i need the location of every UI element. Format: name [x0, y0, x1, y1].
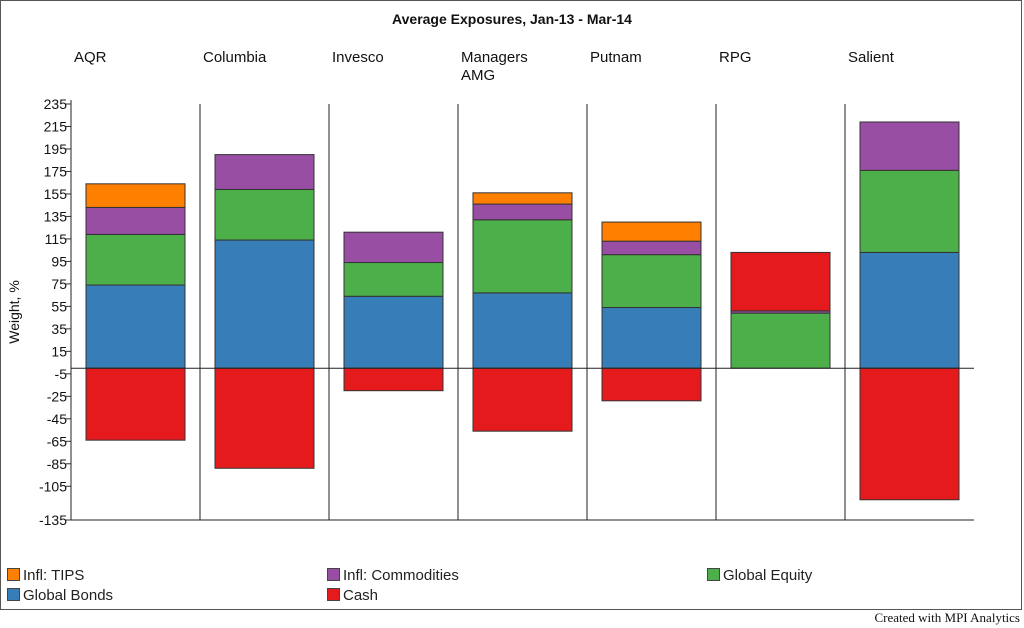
y-tick-label: -135 — [39, 512, 67, 528]
category-label: AMG — [461, 67, 495, 84]
bar-segment-global-equity — [601, 254, 702, 309]
bar-segment-global-equity — [85, 233, 186, 286]
bar-segment-global-bonds — [859, 251, 960, 369]
category-label: Columbia — [203, 49, 267, 66]
y-tick-label: 175 — [44, 163, 68, 179]
bar-segment-global-equity — [472, 219, 573, 294]
legend-label: Cash — [343, 587, 379, 604]
y-tick-label: 15 — [51, 343, 67, 359]
y-tick-label: 155 — [44, 186, 68, 202]
bar-segment-global-bonds — [472, 292, 573, 369]
y-tick-label: 55 — [51, 298, 67, 314]
legend-swatch — [327, 568, 340, 581]
bar-segment-global-equity — [214, 188, 315, 241]
y-tick-label: 35 — [51, 321, 67, 337]
bar-segment-cash — [601, 367, 702, 402]
category-label: Salient — [848, 49, 895, 66]
y-tick-label: 215 — [44, 118, 68, 134]
y-tick-label: 95 — [51, 253, 67, 269]
bar-segment-global-equity — [730, 312, 831, 369]
bar-segment-infl-tips — [85, 183, 186, 208]
bar-segment-global-equity — [859, 169, 960, 253]
bar-segment-global-bonds — [85, 284, 186, 369]
bar-segment-infl-tips — [472, 192, 573, 205]
legend-label: Global Bonds — [23, 587, 114, 604]
bar-segment-cash — [730, 251, 831, 312]
bar-segment-infl-commodities — [472, 203, 573, 221]
legend-label: Infl: Commodities — [343, 567, 459, 584]
legend-item-global-bonds: Global Bonds — [7, 587, 113, 605]
category-label: Managers — [461, 49, 528, 66]
bar-segment-global-bonds — [601, 307, 702, 369]
y-tick-label: 75 — [51, 276, 67, 292]
legend-item-infl-tips: Infl: TIPS — [7, 567, 84, 585]
y-tick-label: -105 — [39, 478, 67, 494]
category-label: AQR — [74, 49, 107, 66]
legend-label: Global Equity — [723, 567, 813, 584]
bar-segment-infl-tips — [601, 221, 702, 242]
y-axis-label: Weight, % — [6, 280, 22, 344]
legend-swatch — [7, 568, 20, 581]
bar-segment-cash — [859, 367, 960, 501]
category-label: Invesco — [332, 49, 384, 66]
legend-swatch — [327, 588, 340, 601]
bar-segment-global-equity — [343, 262, 444, 297]
y-tick-label: 195 — [44, 141, 68, 157]
y-tick-label: -65 — [47, 433, 67, 449]
bar-segment-cash — [472, 367, 573, 432]
y-tick-label: -5 — [55, 366, 68, 382]
legend-label: Infl: TIPS — [23, 567, 85, 584]
legend-item-infl-commodities: Infl: Commodities — [327, 567, 459, 585]
y-tick-label: -45 — [47, 411, 67, 427]
credit-text: Created with MPI Analytics — [874, 610, 1020, 625]
category-label: RPG — [719, 49, 752, 66]
legend-swatch — [7, 588, 20, 601]
y-tick-label: -25 — [47, 388, 67, 404]
y-tick-label: 135 — [44, 208, 68, 224]
bar-segment-infl-commodities — [214, 154, 315, 190]
legend-item-global-equity: Global Equity — [707, 567, 812, 585]
bar-segment-global-bonds — [343, 295, 444, 369]
y-tick-label: 235 — [44, 96, 68, 112]
bar-segment-global-bonds — [214, 239, 315, 369]
bar-segment-infl-commodities — [601, 240, 702, 256]
bar-segment-infl-commodities — [85, 206, 186, 235]
bar-segment-cash — [343, 367, 444, 392]
legend-item-cash: Cash — [327, 587, 378, 605]
y-tick-label: -85 — [47, 456, 67, 472]
bar-segment-cash — [85, 367, 186, 441]
y-tick-label: 115 — [45, 231, 68, 247]
bar-segment-infl-commodities — [859, 121, 960, 171]
legend-swatch — [707, 568, 720, 581]
bar-segment-cash — [214, 367, 315, 469]
chart-title: Average Exposures, Jan-13 - Mar-14 — [392, 11, 632, 27]
category-label: Putnam — [590, 49, 642, 66]
bar-segment-infl-commodities — [343, 231, 444, 264]
